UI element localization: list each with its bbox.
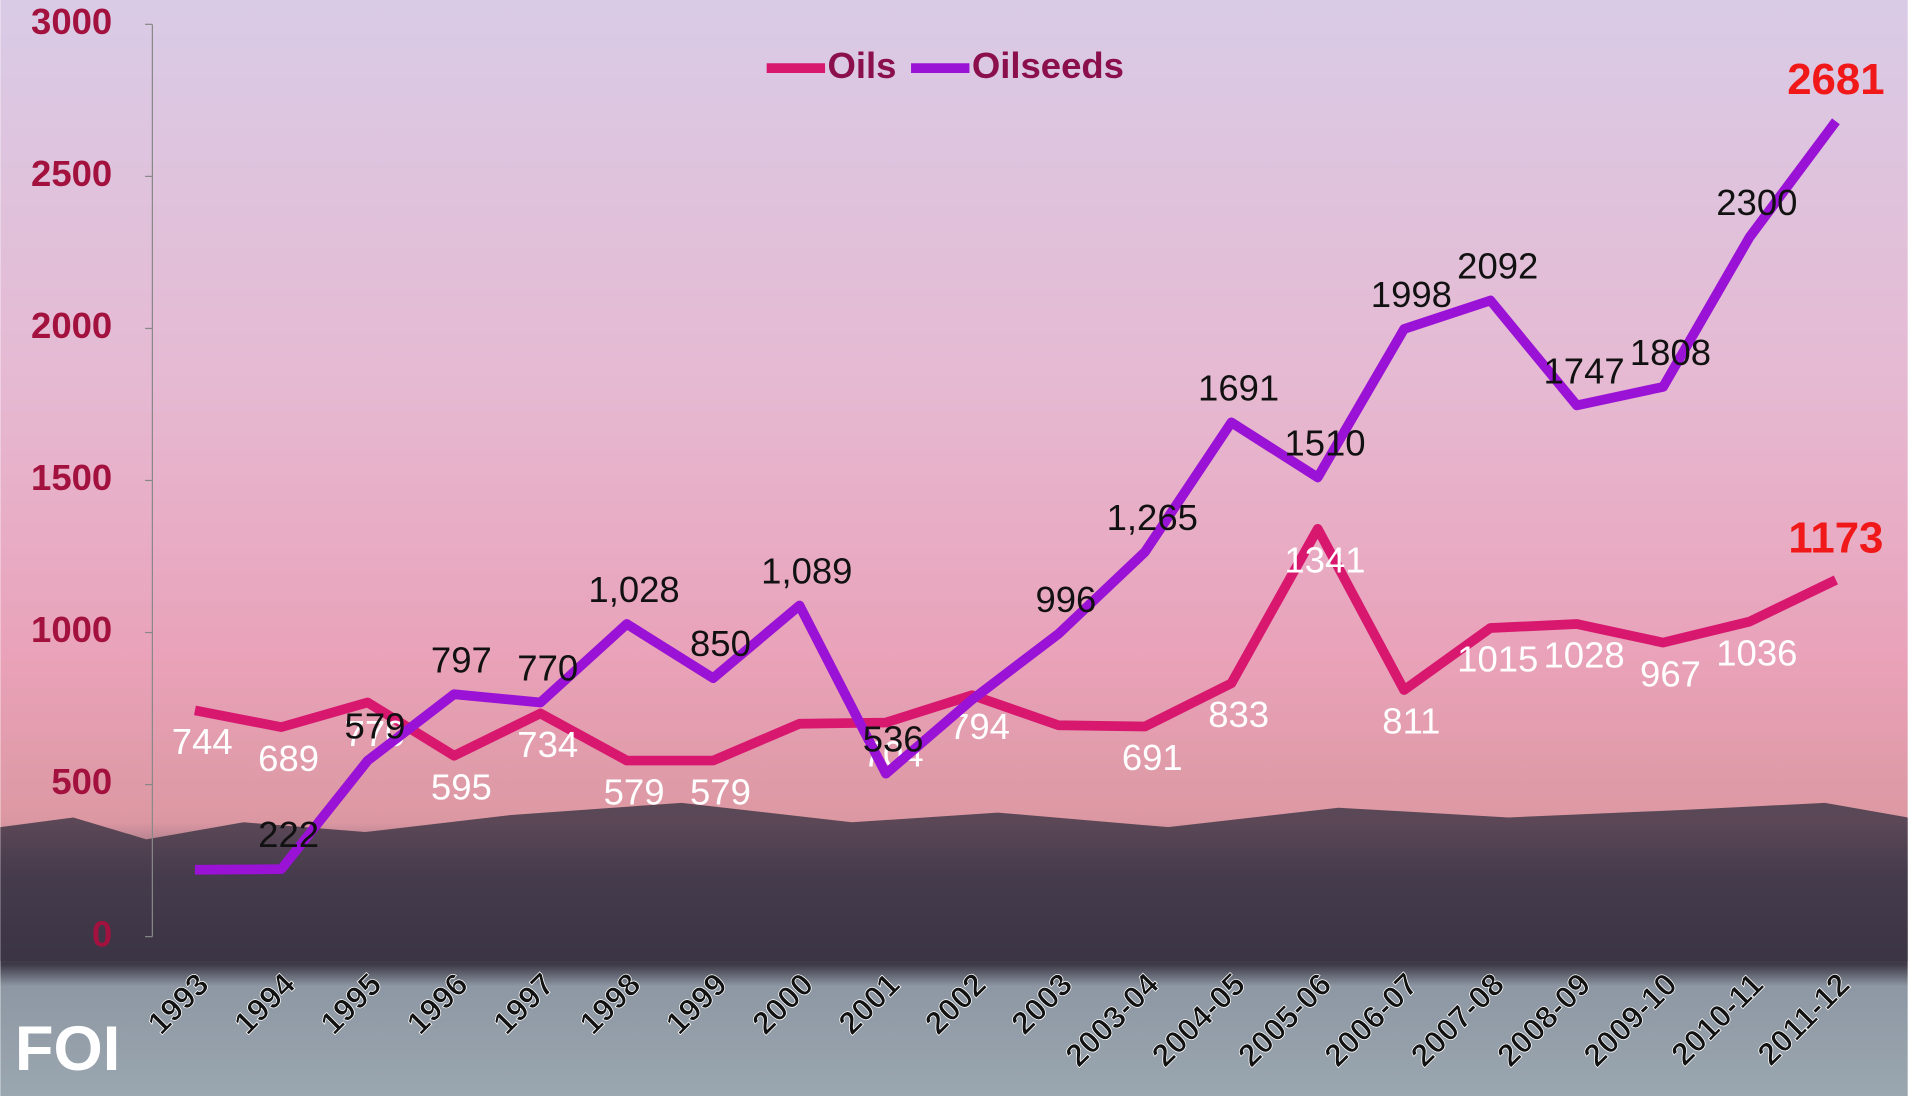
data-label: 1691 [1198, 367, 1279, 408]
legend-label: Oilseeds [972, 45, 1124, 86]
data-label: 1510 [1284, 422, 1365, 463]
data-label: 579 [345, 706, 406, 747]
y-tick-label: 3000 [31, 1, 112, 42]
legend-label: Oils [827, 45, 896, 86]
data-label: 1015 [1457, 639, 1538, 680]
y-tick-label: 0 [92, 913, 112, 954]
data-label: 579 [604, 771, 665, 812]
data-label: 579 [690, 771, 751, 812]
chart: FOI Oils Oilseeds 0 500 1000 1500 2000 2500 300… [0, 0, 1908, 1096]
data-label: 1036 [1716, 632, 1797, 673]
data-label: 1173 [1788, 514, 1883, 563]
data-label: 595 [431, 766, 492, 807]
data-label: 833 [1208, 694, 1269, 735]
logo: FOI [15, 1014, 120, 1084]
data-label: 996 [1035, 579, 1096, 620]
data-label: 967 [1640, 653, 1701, 694]
y-tick-label: 500 [51, 761, 112, 802]
data-label: 2092 [1457, 245, 1538, 286]
data-label: 2681 [1787, 55, 1884, 104]
page: FOI Oils Oilseeds 0 500 1000 1500 2000 2500 300… [0, 0, 1908, 1096]
data-label: 536 [863, 719, 924, 760]
data-label: 691 [1122, 737, 1183, 778]
data-label: 770 [517, 647, 578, 688]
y-tick-label: 2500 [31, 153, 112, 194]
data-label: 1028 [1544, 635, 1625, 676]
y-tick-label: 1500 [31, 457, 112, 498]
data-label: 1,265 [1107, 497, 1198, 538]
data-label: 1,089 [761, 550, 852, 591]
data-label: 734 [517, 724, 578, 765]
data-label: 1341 [1284, 540, 1365, 581]
data-label: 689 [258, 738, 319, 779]
data-label: 1998 [1371, 274, 1452, 315]
data-label: 1,028 [588, 569, 679, 610]
data-label: 744 [172, 721, 233, 762]
y-tick-label: 1000 [31, 609, 112, 650]
data-label: 797 [431, 639, 492, 680]
data-label: 1808 [1630, 332, 1711, 373]
data-label: 811 [1382, 701, 1440, 742]
data-label: 2300 [1716, 182, 1797, 223]
y-tick-label: 2000 [31, 305, 112, 346]
data-label: 222 [258, 814, 319, 855]
data-label: 850 [690, 623, 751, 664]
data-label: 1747 [1544, 350, 1625, 391]
